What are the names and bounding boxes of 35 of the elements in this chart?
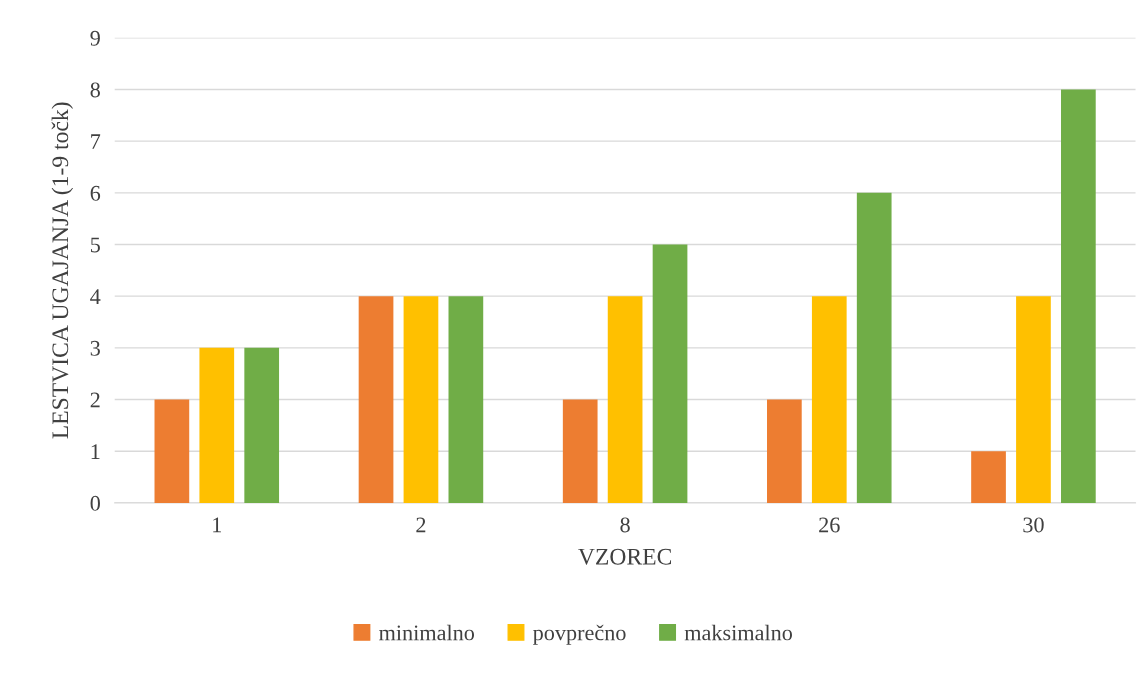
bar [199, 347, 235, 503]
x-tick-label: 2 [416, 517, 426, 533]
y-tick-label: 4 [90, 289, 101, 304]
y-tick-label: 9 [90, 30, 100, 46]
bar [1016, 296, 1051, 503]
x-tick-label: 26 [819, 517, 840, 533]
y-tick-label: 7 [91, 134, 101, 149]
y-axis-title: LESTVICA UGAJANJA (1-9 točk) [51, 102, 74, 439]
bar [1061, 89, 1096, 503]
legend-label: minimalno [379, 624, 475, 641]
bar [607, 296, 643, 503]
y-tick-label: 0 [90, 495, 100, 511]
y-tick-label: 1 [91, 444, 100, 459]
bar [811, 296, 847, 503]
x-tick-label: 1 [213, 517, 222, 533]
bar [358, 296, 394, 503]
x-axis-title: VZOREC [578, 548, 672, 565]
bar [652, 244, 688, 503]
bar [856, 192, 892, 503]
y-tick-label: 3 [90, 340, 100, 356]
bar [244, 347, 280, 503]
legend-label: maksimalno [684, 624, 793, 641]
bar [448, 296, 484, 503]
x-tick-label: 30 [1023, 517, 1044, 533]
legend-label: povprečno [533, 624, 626, 645]
bar [403, 296, 439, 503]
y-tick-label: 2 [90, 392, 100, 408]
y-tick-label: 8 [90, 82, 100, 98]
x-tick-label: 8 [620, 517, 630, 533]
y-tick-label: 6 [90, 185, 101, 201]
bar [562, 399, 598, 503]
bar [767, 399, 802, 503]
bar [154, 399, 190, 503]
y-tick-label: 5 [90, 237, 100, 253]
bar [971, 451, 1006, 503]
